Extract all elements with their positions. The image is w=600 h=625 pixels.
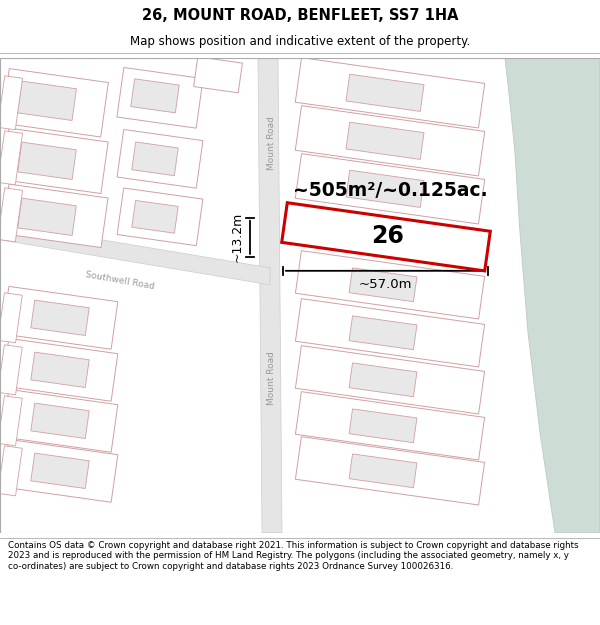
Polygon shape [0,446,22,496]
Text: ~13.2m: ~13.2m [230,212,244,262]
Polygon shape [295,299,485,367]
Polygon shape [349,454,417,488]
Polygon shape [31,300,89,336]
Polygon shape [349,268,417,302]
Text: ~505m²/~0.125ac.: ~505m²/~0.125ac. [293,181,487,200]
Polygon shape [2,69,109,137]
Polygon shape [31,352,89,388]
Polygon shape [295,58,485,128]
Polygon shape [194,57,242,92]
Text: ~57.0m: ~57.0m [359,278,412,291]
Polygon shape [295,346,485,414]
Polygon shape [282,202,490,271]
Polygon shape [0,188,23,242]
Polygon shape [0,131,23,185]
Polygon shape [0,222,270,285]
Text: Contains OS data © Crown copyright and database right 2021. This information is : Contains OS data © Crown copyright and d… [8,541,578,571]
Polygon shape [505,58,600,532]
Polygon shape [31,453,89,489]
Polygon shape [117,129,203,188]
Text: Mount Road: Mount Road [266,116,275,170]
Polygon shape [2,184,108,248]
Polygon shape [346,74,424,111]
Polygon shape [0,292,22,343]
Polygon shape [17,198,76,236]
Polygon shape [0,345,22,395]
Polygon shape [295,251,485,319]
Polygon shape [117,68,203,128]
Polygon shape [295,392,485,460]
Polygon shape [31,403,89,439]
Polygon shape [0,76,23,130]
Polygon shape [132,142,178,176]
Polygon shape [295,106,485,176]
Polygon shape [295,154,485,224]
Polygon shape [346,170,424,208]
Polygon shape [2,389,118,452]
Polygon shape [2,286,118,349]
Polygon shape [0,396,22,446]
Text: 26: 26 [371,224,404,248]
Polygon shape [349,409,417,442]
Polygon shape [349,363,417,397]
Polygon shape [349,316,417,350]
Polygon shape [132,201,178,233]
Polygon shape [17,142,76,179]
Polygon shape [2,128,108,194]
Text: 26, MOUNT ROAD, BENFLEET, SS7 1HA: 26, MOUNT ROAD, BENFLEET, SS7 1HA [142,8,458,23]
Text: Map shows position and indicative extent of the property.: Map shows position and indicative extent… [130,35,470,48]
Polygon shape [2,338,118,401]
Polygon shape [258,58,282,532]
Polygon shape [295,437,485,505]
Text: Mount Road: Mount Road [266,351,275,405]
Polygon shape [131,79,179,112]
Polygon shape [346,122,424,159]
Polygon shape [2,439,118,503]
Polygon shape [17,81,76,121]
Polygon shape [117,188,203,246]
Text: Southwell Road: Southwell Road [85,270,155,291]
